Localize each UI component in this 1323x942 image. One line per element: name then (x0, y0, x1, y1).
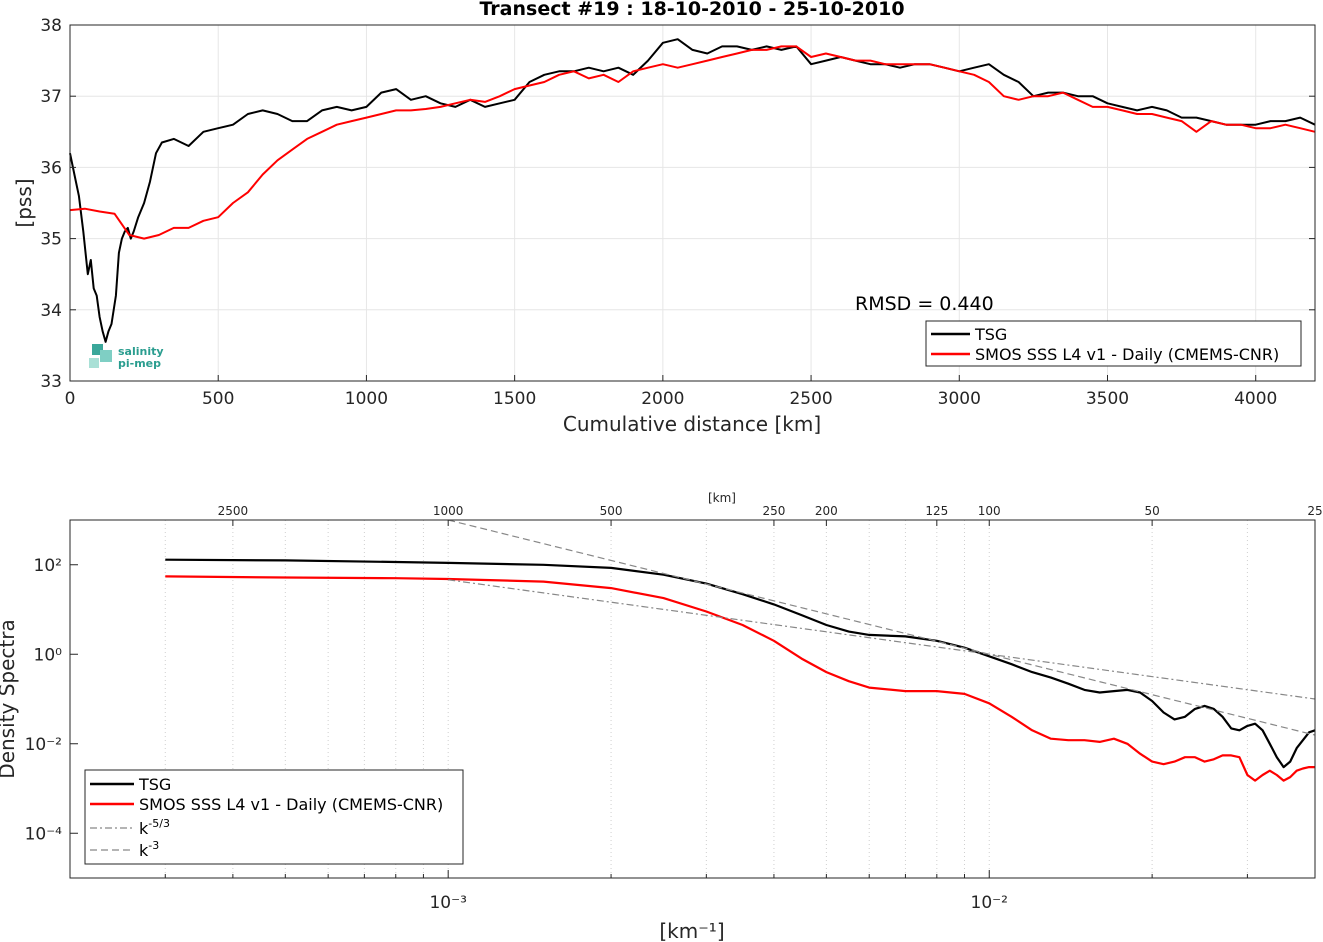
y-tick-label: 10⁻⁴ (25, 824, 63, 844)
bottom-axes-box (69, 519, 1316, 879)
k53-reference-line (448, 579, 1316, 700)
bottom-legend: TSG SMOS SSS L4 v1 - Daily (CMEMS-CNR) k… (84, 769, 464, 865)
legend-label-tsg-2: TSG (138, 775, 171, 794)
x-tick-label: 10⁻³ (429, 893, 466, 913)
bottom-y-axis-label: Density Spectra (0, 619, 19, 778)
x-tick-label: 10⁻² (971, 893, 1008, 913)
x-tick-label: 2000 (641, 389, 684, 409)
x-tick-label: 4000 (1234, 389, 1277, 409)
k3-reference-line (448, 519, 1316, 736)
top-tick-label: 125 (925, 504, 948, 518)
rmsd-annotation: RMSD = 0.440 (855, 293, 994, 315)
top-axis-label: [km] (708, 491, 736, 505)
y-tick-label: 34 (40, 301, 62, 321)
x-tick-label: 3000 (938, 389, 981, 409)
y-tick-label: 38 (40, 16, 62, 36)
bottom-series (165, 519, 1316, 782)
top-y-axis-label: [pss] (12, 178, 36, 227)
top-tick-label: 100 (978, 504, 1001, 518)
logo-mark (92, 344, 103, 355)
top-legend-box (925, 320, 1302, 367)
bottom-x-axis-label: [km⁻¹] (659, 919, 724, 942)
top-axes-box (69, 24, 1316, 382)
top-legend: TSG SMOS SSS L4 v1 - Daily (CMEMS-CNR) (925, 320, 1302, 367)
y-tick-label: 33 (40, 372, 62, 392)
top-tick-label: 2500 (218, 504, 249, 518)
x-tick-label: 1500 (493, 389, 536, 409)
bottom-chart: 10⁻³ 10⁻² 10⁻⁴ 10⁻² 10⁰ 10² 2500 1000 500 250 200 1… (0, 491, 1323, 942)
legend-label-tsg: TSG (974, 325, 1007, 344)
y-tick-label: 10⁻² (25, 735, 62, 755)
top-tick-label: 50 (1144, 504, 1159, 518)
series-line-tsg (69, 38, 1316, 343)
y-tick-label: 36 (40, 158, 62, 178)
top-tick-label: 25 (1307, 504, 1322, 518)
bottom-legend-box (84, 769, 464, 865)
y-tick-label: 35 (40, 230, 62, 250)
logo-mark-2 (100, 350, 112, 362)
y-tick-label: 37 (40, 87, 62, 107)
top-tick-label: 1000 (433, 504, 464, 518)
y-tick-label: 10² (34, 556, 62, 576)
top-tick-label: 200 (815, 504, 838, 518)
pimep-logo: salinity pi-mep (89, 344, 164, 370)
y-tick-label: 10⁰ (34, 645, 63, 665)
logo-mark-3 (89, 358, 99, 368)
top-x-axis-label: Cumulative distance [km] (563, 412, 821, 436)
top-ticks: 0 500 1000 1500 2000 2500 3000 3500 4000 33 34 35 36… (40, 16, 1315, 409)
x-tick-label: 2500 (789, 389, 832, 409)
top-tick-label: 250 (762, 504, 785, 518)
x-tick-label: 0 (65, 389, 76, 409)
logo-text-1: salinity (118, 345, 164, 358)
legend-label-smos-2: SMOS SSS L4 v1 - Daily (CMEMS-CNR) (139, 795, 443, 814)
legend-label-smos: SMOS SSS L4 v1 - Daily (CMEMS-CNR) (975, 345, 1279, 364)
top-chart: Transect #19 : 18-10-2010 - 25-10-2010 0… (12, 0, 1316, 436)
logo-text-2: pi-mep (118, 357, 161, 370)
bottom-ticks: 10⁻³ 10⁻² 10⁻⁴ 10⁻² 10⁰ 10² 2500 1000 500 250 200 1… (25, 504, 1323, 913)
top-series (69, 38, 1316, 343)
chart-title: Transect #19 : 18-10-2010 - 25-10-2010 (479, 0, 904, 20)
spectrum-line-tsg (165, 558, 1316, 769)
top-tick-label: 500 (600, 504, 623, 518)
series-line-smos (69, 45, 1316, 240)
x-tick-label: 500 (202, 389, 234, 409)
spectrum-line-smos (165, 575, 1315, 782)
x-tick-label: 3500 (1086, 389, 1129, 409)
x-tick-label: 1000 (345, 389, 388, 409)
